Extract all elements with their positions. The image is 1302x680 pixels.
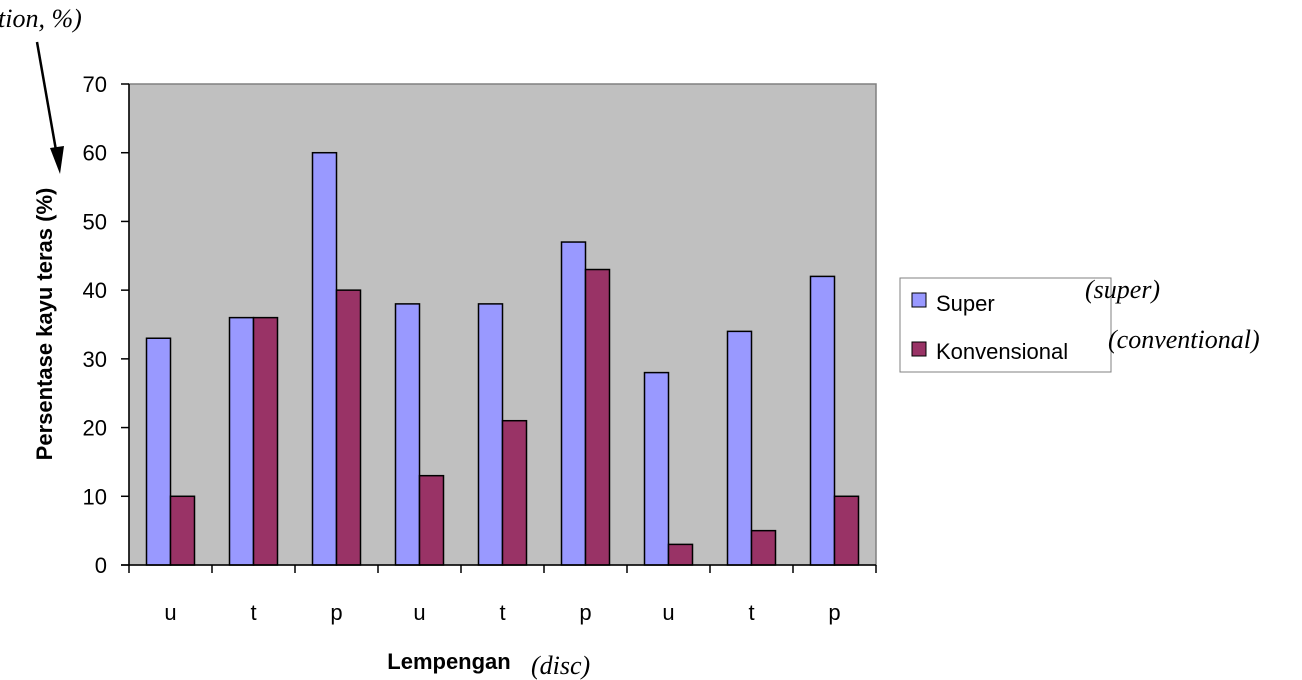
x-tick-label: u — [164, 600, 176, 625]
x-axis-title: Lempengan — [387, 649, 510, 674]
bar-konvensional-0 — [169, 495, 196, 566]
legend-note-super: (super) — [1085, 275, 1160, 304]
legend-note-conventional: (conventional) — [1108, 325, 1260, 354]
x-tick-label: t — [499, 600, 505, 625]
bar-super-8 — [809, 275, 836, 566]
x-tick-label: t — [748, 600, 754, 625]
x-tick-label: u — [662, 600, 674, 625]
bar-super-4 — [477, 303, 504, 566]
bar-super-6 — [643, 371, 670, 566]
bar-super-5 — [560, 241, 587, 566]
x-tick-label: p — [579, 600, 591, 625]
bar-super-7 — [726, 330, 753, 566]
y-tick-label: 60 — [83, 141, 107, 166]
legend-swatch-konvensional — [911, 341, 927, 357]
legend-label-konvensional: Konvensional — [936, 339, 1068, 364]
x-tick-label: p — [828, 600, 840, 625]
legend: Super Konvensional — [899, 277, 1112, 373]
y-tick-label: 0 — [95, 553, 107, 578]
bar-super-0 — [145, 337, 172, 566]
x-axis-note: (disc) — [531, 651, 590, 680]
y-axis-note: tion, %) — [0, 4, 82, 33]
bar-konvensional-4 — [501, 419, 528, 566]
annotation-arrow — [35, 41, 64, 174]
bar-konvensional-6 — [667, 543, 694, 566]
bar-konvensional-1 — [252, 316, 279, 566]
y-tick-label: 50 — [83, 209, 107, 234]
x-tick-label: p — [330, 600, 342, 625]
bar-konvensional-8 — [833, 495, 860, 566]
x-tick-label: u — [413, 600, 425, 625]
legend-label-super: Super — [936, 291, 995, 316]
y-ticks: 0 10 20 30 40 50 60 70 — [83, 72, 129, 578]
legend-box — [899, 277, 1112, 373]
y-tick-label: 10 — [83, 484, 107, 509]
bar-super-1 — [228, 316, 255, 566]
bar-super-2 — [311, 151, 338, 566]
y-tick-label: 40 — [83, 278, 107, 303]
legend-swatch-super — [911, 292, 927, 308]
bars — [145, 151, 860, 566]
bar-konvensional-2 — [335, 289, 362, 566]
bar-super-3 — [394, 303, 421, 566]
y-tick-label: 30 — [83, 347, 107, 372]
y-tick-label: 70 — [83, 72, 107, 97]
bar-konvensional-3 — [418, 474, 445, 566]
y-axis-title: Persentase kayu teras (%) — [32, 188, 57, 461]
bar-konvensional-7 — [750, 529, 777, 566]
x-tick-label: t — [250, 600, 256, 625]
y-tick-label: 20 — [83, 416, 107, 441]
bar-konvensional-5 — [584, 268, 611, 566]
